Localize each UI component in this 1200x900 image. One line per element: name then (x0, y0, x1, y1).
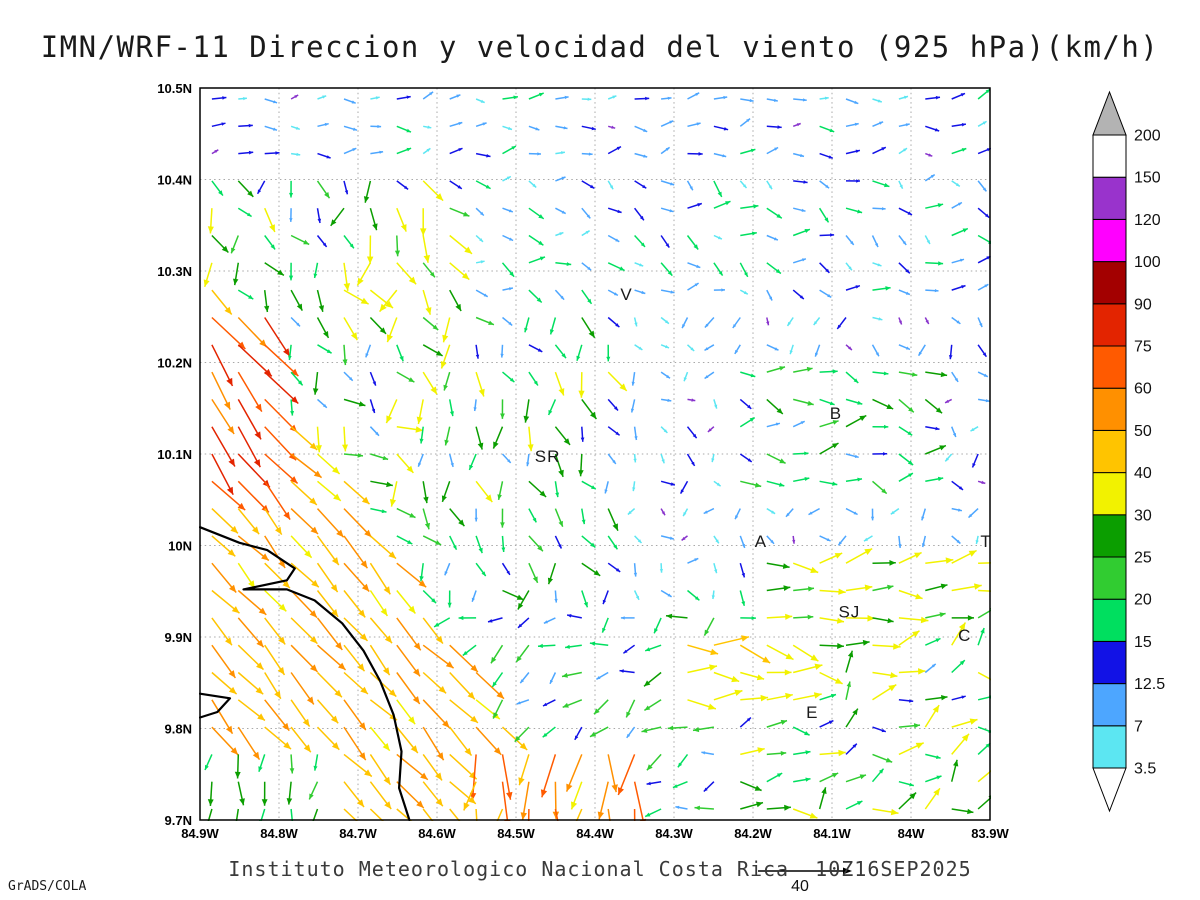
colorbar-tick-label: 50 (1134, 423, 1152, 440)
colorbar-tick-label: 60 (1134, 381, 1152, 398)
x-tick-label: 84W (898, 826, 925, 841)
station-label-B: B (830, 404, 842, 423)
colorbar-tick-label: 3.5 (1134, 761, 1156, 778)
colorbar-tick-label: 15 (1134, 634, 1152, 651)
station-label-E: E (806, 703, 818, 722)
colorbar-tick-label: 30 (1134, 507, 1152, 524)
colorbar-tick-label: 100 (1134, 254, 1161, 271)
colorbar-tick-label: 120 (1134, 212, 1161, 229)
station-labels: V B SR A T SJ C E (535, 285, 991, 722)
x-tick-label: 84.5W (497, 826, 535, 841)
chart-title: IMN/WRF-11 Direccion y velocidad del vie… (40, 30, 1160, 64)
x-tick-label: 84.2W (734, 826, 772, 841)
x-tick-label: 84.7W (339, 826, 377, 841)
x-tick-label: 84.4W (576, 826, 614, 841)
grads-credit: GrADS/COLA (8, 879, 87, 894)
colorbar-tick-label: 200 (1134, 128, 1161, 145)
colorbar-tick-label: 7 (1134, 718, 1143, 735)
colorbar-tick-label: 90 (1134, 296, 1152, 313)
colorbar-above-triangle (1092, 90, 1127, 136)
y-tick-label: 9.9N (165, 630, 192, 645)
plot-frame (199, 87, 991, 821)
colorbar: 200 150 120 100 90 75 60 50 40 30 25 20 15 12.5 7 3.5 (1092, 90, 1165, 813)
wind-arrows-layer (203, 88, 991, 821)
coastline (199, 526, 411, 821)
x-tick-label: 84.8W (260, 826, 298, 841)
y-tick-label: 10N (168, 539, 192, 554)
reference-vector-label: 40 (791, 878, 809, 895)
x-tick-label: 84.3W (655, 826, 693, 841)
station-label-T: T (980, 532, 991, 551)
station-label-V: V (620, 285, 632, 304)
x-tick-label: 84.9W (181, 826, 219, 841)
y-tick-label: 9.8N (165, 722, 192, 737)
x-tick-label: 84.6W (418, 826, 456, 841)
station-label-C: C (958, 626, 971, 645)
axis-tick-labels: 10.5N 10.4N 10.3N 10.2N 10.1N 10N 9.9N 9.8N 9.7N… (157, 81, 1009, 841)
station-label-SR: SR (535, 447, 561, 466)
y-tick-label: 9.7N (165, 813, 192, 828)
y-tick-label: 10.2N (157, 356, 192, 371)
station-label-SJ: SJ (838, 602, 860, 621)
y-tick-label: 10.3N (157, 264, 192, 279)
y-tick-label: 10.4N (157, 173, 192, 188)
y-tick-label: 10.1N (157, 447, 192, 462)
colorbar-tick-label: 12.5 (1134, 676, 1165, 693)
x-tick-label: 83.9W (971, 826, 1009, 841)
reference-vector: 40 (758, 867, 852, 895)
colorbar-below-triangle (1092, 767, 1127, 813)
chart-footer: Instituto Meteorologico Nacional Costa R… (228, 857, 972, 881)
y-tick-label: 10.5N (157, 81, 192, 96)
station-label-A: A (755, 532, 767, 551)
x-tick-label: 84.1W (813, 826, 851, 841)
colorbar-tick-label: 40 (1134, 465, 1152, 482)
colorbar-tick-label: 75 (1134, 339, 1152, 356)
colorbar-tick-label: 20 (1134, 592, 1152, 609)
colorbar-tick-label: 25 (1134, 550, 1152, 567)
colorbar-tick-label: 150 (1134, 170, 1161, 187)
